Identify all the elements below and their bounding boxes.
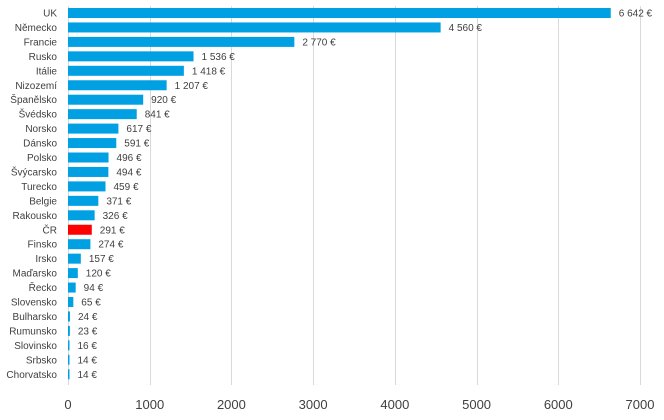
bar-9 [68, 138, 117, 149]
value-label-24: 14 € [78, 355, 98, 366]
bar-22 [68, 325, 70, 336]
value-label-4: 1 418 € [192, 66, 226, 77]
category-label-9: Dánsko [23, 139, 57, 150]
bar-13 [68, 195, 99, 206]
category-label-6: Španělsko [10, 93, 57, 106]
category-label-3: Rusko [29, 52, 58, 63]
value-label-5: 1 207 € [175, 81, 209, 92]
value-label-1: 4 560 € [449, 23, 483, 34]
bar-16 [68, 239, 91, 250]
category-label-13: Belgie [29, 196, 57, 207]
x-tick-label-2000: 2000 [217, 397, 246, 412]
bar-1 [68, 22, 441, 33]
bar-11 [68, 166, 109, 177]
value-label-17: 157 € [89, 254, 114, 265]
category-label-18: Maďarsko [13, 269, 58, 280]
value-label-25: 14 € [78, 370, 98, 381]
bar-23 [68, 340, 70, 351]
category-label-25: Chorvatsko [6, 370, 57, 381]
category-label-2: Francie [24, 37, 58, 48]
value-label-9: 591 € [124, 139, 149, 150]
value-label-21: 24 € [78, 312, 98, 323]
category-label-23: Slovinsko [14, 341, 57, 352]
value-label-0: 6 642 € [619, 9, 653, 20]
bars [68, 8, 611, 380]
bar-8 [68, 123, 119, 134]
value-label-14: 326 € [103, 211, 128, 222]
value-label-19: 94 € [84, 283, 104, 294]
value-label-13: 371 € [106, 196, 131, 207]
value-label-20: 65 € [81, 298, 101, 309]
value-label-2: 2 770 € [302, 37, 336, 48]
category-label-5: Nizozemí [15, 81, 57, 92]
gridlines [68, 6, 641, 385]
category-label-16: Finsko [28, 240, 58, 251]
x-tick-label-6000: 6000 [544, 397, 573, 412]
category-label-11: Švýcarsko [11, 165, 58, 178]
bar-12 [68, 181, 106, 192]
value-label-7: 841 € [145, 110, 170, 121]
category-label-0: UK [43, 9, 57, 20]
category-label-4: Itálie [36, 66, 58, 77]
x-tick-label-0: 0 [64, 397, 71, 412]
x-tick-label-5000: 5000 [462, 397, 491, 412]
category-label-15: ČR [43, 223, 57, 236]
category-label-1: Německo [15, 23, 58, 34]
value-label-22: 23 € [78, 326, 98, 337]
value-label-15: 291 € [100, 225, 125, 236]
bar-24 [68, 354, 70, 365]
bar-21 [68, 311, 70, 322]
category-label-22: Rumunsko [9, 326, 57, 337]
category-label-21: Bulharsko [13, 312, 58, 323]
bar-19 [68, 282, 76, 293]
bar-20 [68, 297, 74, 307]
value-label-6: 920 € [151, 95, 176, 106]
x-tick-label-1000: 1000 [135, 397, 164, 412]
bar-7 [68, 109, 137, 120]
category-label-8: Norsko [25, 124, 57, 135]
bar-0 [68, 8, 611, 18]
value-label-8: 617 € [126, 124, 151, 135]
bar-6 [68, 94, 144, 105]
bar-3 [68, 51, 194, 62]
bar-2 [68, 36, 295, 47]
category-label-10: Polsko [27, 153, 57, 164]
bar-5 [68, 80, 167, 91]
value-label-23: 16 € [78, 341, 98, 352]
bar-10 [68, 152, 109, 163]
category-label-7: Švédsko [19, 108, 58, 121]
category-label-14: Rakousko [13, 211, 58, 222]
bar-4 [68, 65, 184, 76]
x-tick-label-3000: 3000 [299, 397, 328, 412]
bar-18 [68, 268, 78, 279]
x-axis-ticks: 0 1000 2000 3000 4000 5000 6000 7000 [64, 397, 654, 412]
category-label-17: Irsko [35, 254, 57, 265]
category-label-12: Turecko [21, 182, 57, 193]
value-label-10: 496 € [117, 153, 142, 164]
value-label-11: 494 € [116, 167, 141, 178]
x-tick-label-4000: 4000 [380, 397, 409, 412]
bar-highlight-15 [68, 224, 92, 235]
bar-17 [68, 253, 81, 264]
category-labels: UK Německo Francie Rusko Itálie NizozemíŠpaně… [6, 9, 57, 381]
value-labels: 6 642 € 4 560 € 2 770 € 1 536 € 1 418 € 1 207… [78, 9, 653, 381]
value-label-18: 120 € [86, 269, 111, 280]
category-label-19: Řecko [29, 281, 58, 294]
category-label-24: Srbsko [26, 355, 58, 366]
bar-25 [68, 369, 70, 380]
value-label-3: 1 536 € [202, 52, 236, 63]
value-label-16: 274 € [98, 240, 123, 251]
x-tick-label-7000: 7000 [626, 397, 655, 412]
value-label-12: 459 € [114, 182, 139, 193]
bar-14 [68, 210, 95, 221]
category-label-20: Slovensko [11, 298, 58, 309]
